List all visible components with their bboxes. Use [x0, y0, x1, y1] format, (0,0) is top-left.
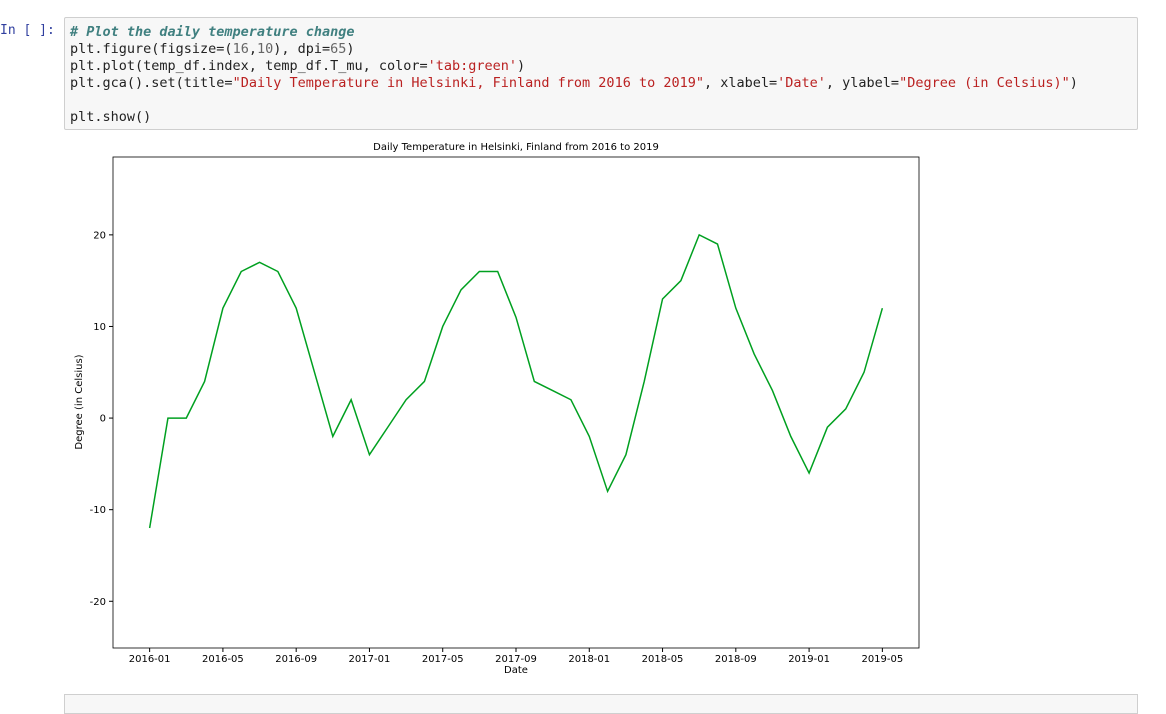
x-tick-label: 2019-01 — [788, 654, 830, 665]
code-line: plt.plot(temp_df.index, temp_df.T_mu, co… — [70, 58, 1132, 75]
code-token: "Daily Temperature in Helsinki, Finland … — [232, 75, 704, 91]
y-tick-label: 20 — [93, 230, 106, 241]
code-token: 'Date' — [777, 75, 826, 91]
code-token: plt.gca().set(title= — [70, 75, 233, 91]
y-axis-label: Degree (in Celsius) — [74, 354, 85, 449]
x-axis-label: Date — [504, 665, 528, 676]
chart: Daily Temperature in Helsinki, Finland f… — [74, 142, 920, 676]
code-token: "Degree (in Celsius)" — [899, 75, 1070, 91]
code-token: ) — [1069, 75, 1078, 91]
next-cell[interactable] — [64, 694, 1138, 714]
code-token: 'tab:green' — [427, 58, 518, 74]
code-token: , ylabel= — [825, 75, 900, 91]
code-token: plt.plot(temp_df.index, temp_df.T_mu, co… — [70, 58, 428, 74]
y-tick-label: 10 — [93, 322, 106, 333]
code-token: , xlabel= — [703, 75, 778, 91]
code-token: plt.figure(figsize=( — [70, 41, 233, 57]
x-tick-label: 2019-05 — [861, 654, 903, 665]
y-tick-label: -20 — [90, 597, 106, 608]
code-line: plt.gca().set(title="Daily Temperature i… — [70, 75, 1132, 92]
x-tick-label: 2018-01 — [568, 654, 610, 665]
code-token: 10 — [256, 41, 274, 57]
x-tick-label: 2018-09 — [715, 654, 757, 665]
code-token: ) — [346, 41, 355, 57]
cell-prompt: In [ ]: — [0, 23, 55, 38]
code-token: plt.show() — [70, 109, 152, 125]
chart-title: Daily Temperature in Helsinki, Finland f… — [373, 142, 659, 153]
y-tick-label: 0 — [100, 414, 106, 425]
temperature-line — [148, 233, 884, 529]
x-tick-label: 2017-05 — [422, 654, 464, 665]
x-tick-label: 2017-09 — [495, 654, 537, 665]
x-tick-label: 2017-01 — [349, 654, 391, 665]
x-tick-label: 2016-09 — [275, 654, 317, 665]
x-tick-label: 2016-05 — [202, 654, 244, 665]
x-tick-label: 2018-05 — [642, 654, 684, 665]
code-token: ), dpi= — [273, 41, 331, 57]
code-cell[interactable]: # Plot the daily temperature change plt.f… — [64, 17, 1138, 130]
code-line: plt.show() — [70, 109, 1132, 126]
x-tick-label: 2016-01 — [129, 654, 171, 665]
code-line: # Plot the daily temperature change — [70, 24, 1132, 41]
plot-frame — [112, 156, 920, 649]
code-token: , — [248, 41, 257, 57]
code-token: # Plot the daily temperature change — [70, 24, 355, 40]
code-token: ) — [517, 58, 526, 74]
code-token: 65 — [330, 41, 347, 57]
y-tick-label: -10 — [90, 505, 106, 516]
code-line: plt.figure(figsize=(16,10), dpi=65) — [70, 41, 1132, 58]
code-token: 16 — [232, 41, 249, 57]
